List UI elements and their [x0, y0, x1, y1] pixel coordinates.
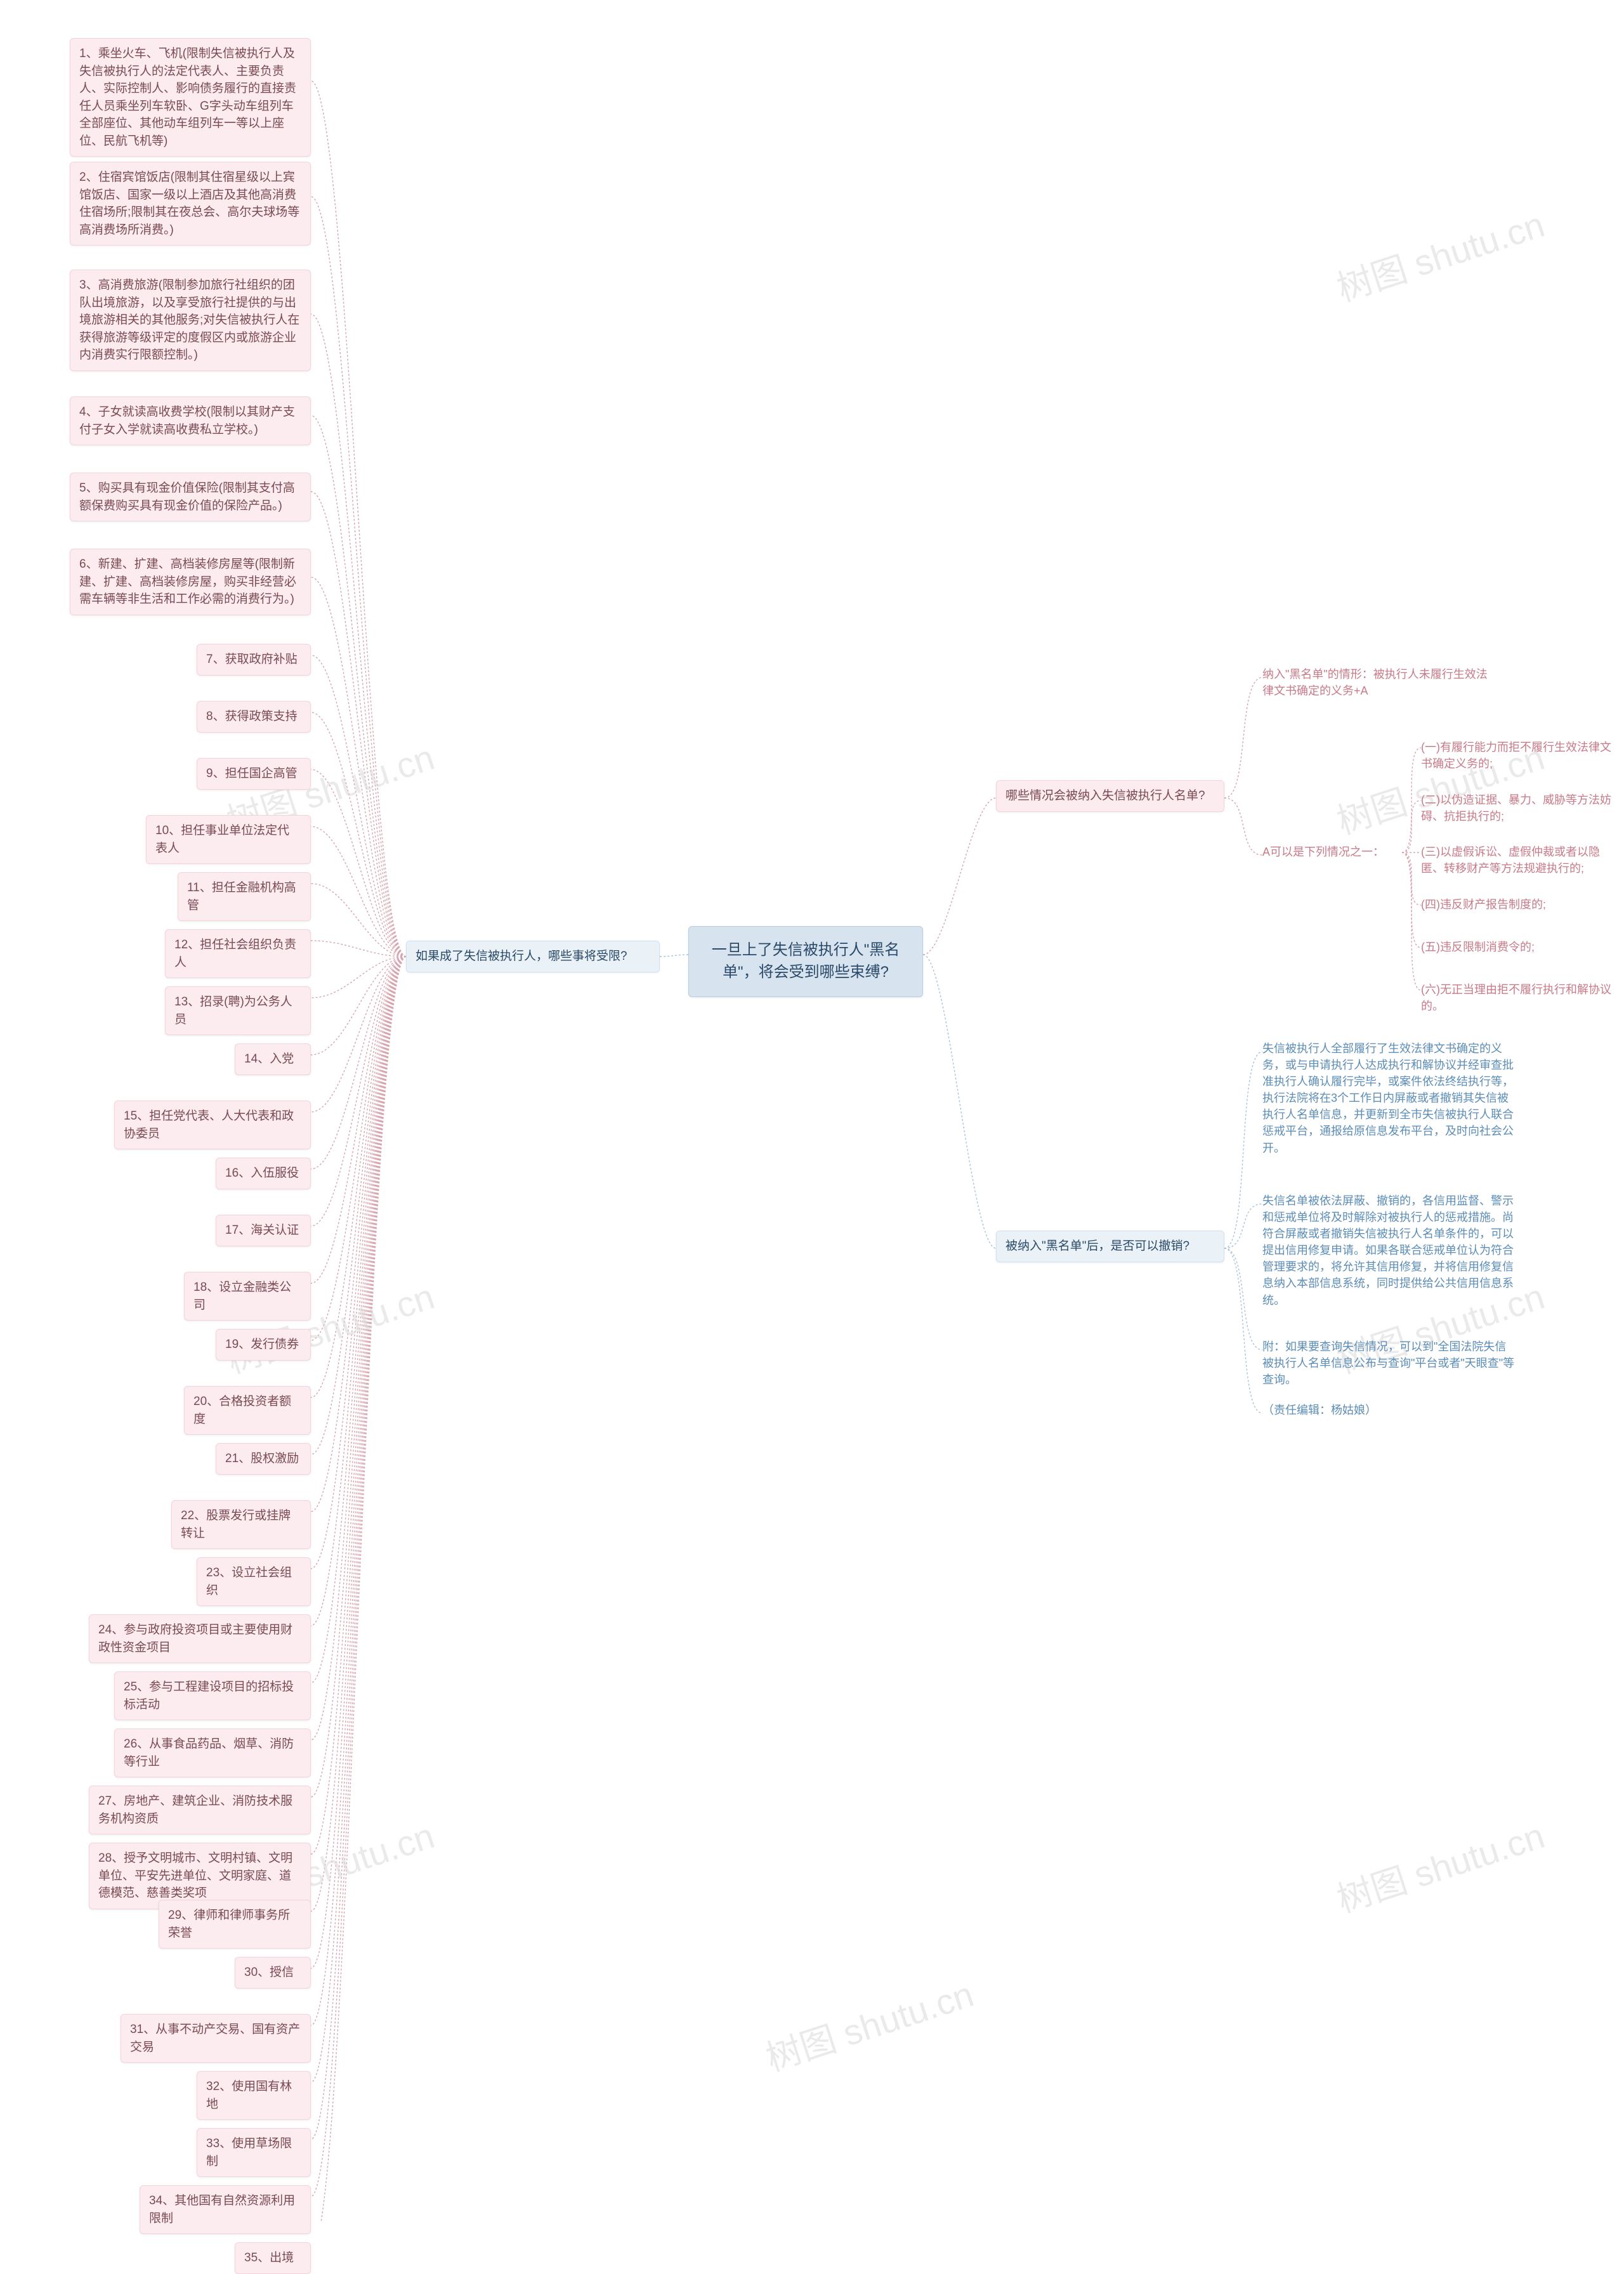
- r1-sub-2: (二)以伪造证据、暴力、威胁等方法妨碍、抗拒执行的;: [1421, 792, 1611, 825]
- left-item-35: 35、出境: [235, 2242, 311, 2274]
- left-item-10: 10、担任事业单位法定代表人: [146, 815, 311, 864]
- r2-child-4: （责任编辑：杨姑娘）: [1262, 1402, 1415, 1418]
- right-branch-2: 被纳入"黑名单"后，是否可以撤销?: [996, 1231, 1224, 1262]
- r1-sub-3: (三)以虚假诉讼、虚假仲裁或者以隐匿、转移财产等方法规避执行的;: [1421, 844, 1611, 877]
- left-item-16: 16、入伍服役: [216, 1158, 311, 1189]
- left-item-4: 4、子女就读高收费学校(限制以其财产支付子女入学就读高收费私立学校。): [70, 396, 311, 445]
- left-item-31: 31、从事不动产交易、国有资产交易: [121, 2014, 311, 2063]
- r1-sub-6: (六)无正当理由拒不履行执行和解协议的。: [1421, 981, 1618, 1014]
- center-node: 一旦上了失信被执行人"黑名单"，将会受到哪些束缚?: [688, 926, 923, 997]
- left-item-24: 24、参与政府投资项目或主要使用财政性资金项目: [89, 1614, 311, 1663]
- left-item-28: 28、授予文明城市、文明村镇、文明单位、平安先进单位、文明家庭、道德模范、慈善类…: [89, 1843, 311, 1909]
- left-item-17: 17、海关认证: [216, 1215, 311, 1246]
- right-branch-1: 哪些情况会被纳入失信被执行人名单?: [996, 780, 1224, 812]
- left-item-11: 11、担任金融机构高管: [178, 872, 311, 921]
- left-item-7: 7、获取政府补贴: [197, 644, 311, 676]
- left-item-22: 22、股票发行或挂牌转让: [171, 1500, 311, 1549]
- left-item-3: 3、高消费旅游(限制参加旅行社组织的团队出境旅游，以及享受旅行社提供的与出境旅游…: [70, 270, 311, 371]
- left-item-26: 26、从事食品药品、烟草、消防等行业: [114, 1728, 311, 1777]
- left-item-8: 8、获得政策支持: [197, 701, 311, 733]
- left-item-34: 34、其他国有自然资源利用限制: [140, 2185, 311, 2234]
- left-item-19: 19、发行债券: [216, 1329, 311, 1361]
- watermark: 树图 shutu.cn: [1330, 1808, 1550, 1923]
- left-item-29: 29、律师和律师事务所荣誉: [159, 1900, 311, 1949]
- left-item-32: 32、使用国有林地: [197, 2071, 311, 2120]
- left-branch: 如果成了失信被执行人，哪些事将受限?: [406, 941, 660, 972]
- left-item-18: 18、设立金融类公司: [184, 1272, 311, 1321]
- left-item-14: 14、入党: [235, 1043, 311, 1075]
- left-item-2: 2、住宿宾馆饭店(限制其住宿星级以上宾馆饭店、国家一级以上酒店及其他高消费住宿场…: [70, 162, 311, 245]
- left-item-23: 23、设立社会组织: [197, 1557, 311, 1606]
- left-item-13: 13、招录(聘)为公务人员: [165, 986, 311, 1035]
- left-item-9: 9、担任国企高管: [197, 758, 311, 790]
- left-item-6: 6、新建、扩建、高档装修房屋等(限制新建、扩建、高档装修房屋，购买非经营必需车辆…: [70, 549, 311, 615]
- r1-child-2: A可以是下列情况之一：: [1262, 844, 1402, 860]
- watermark: 树图 shutu.cn: [1330, 197, 1550, 312]
- r1-child-1: 纳入"黑名单"的情形：被执行人未履行生效法律文书确定的义务+A: [1262, 666, 1491, 699]
- left-item-20: 20、合格投资者额度: [184, 1386, 311, 1435]
- r1-sub-5: (五)违反限制消费令的;: [1421, 939, 1573, 955]
- left-item-15: 15、担任党代表、人大代表和政协委员: [114, 1101, 311, 1149]
- r2-child-1: 失信被执行人全部履行了生效法律文书确定的义务，或与申请执行人达成执行和解协议并经…: [1262, 1040, 1516, 1156]
- left-item-30: 30、授信: [235, 1957, 311, 1989]
- r2-child-2: 失信名单被依法屏蔽、撤销的，各信用监督、警示和惩戒单位将及时解除对被执行人的惩戒…: [1262, 1193, 1516, 1309]
- left-item-25: 25、参与工程建设项目的招标投标活动: [114, 1671, 311, 1720]
- left-item-21: 21、股权激励: [216, 1443, 311, 1475]
- left-item-33: 33、使用草场限制: [197, 2128, 311, 2177]
- r1-sub-4: (四)违反财产报告制度的;: [1421, 896, 1586, 913]
- watermark: 树图 shutu.cn: [759, 1966, 979, 2082]
- left-item-5: 5、购买具有现金价值保险(限制其支付高额保费购买具有现金价值的保险产品。): [70, 473, 311, 521]
- r1-sub-1: (一)有履行能力而拒不履行生效法律文书确定义务的;: [1421, 739, 1611, 772]
- left-item-12: 12、担任社会组织负责人: [165, 929, 311, 978]
- left-item-1: 1、乘坐火车、飞机(限制失信被执行人及失信被执行人的法定代表人、主要负责人、实际…: [70, 38, 311, 157]
- r2-child-3: 附：如果要查询失信情况，可以到"全国法院失信被执行人名单信息公布与查询"平台或者…: [1262, 1338, 1516, 1388]
- left-item-27: 27、房地产、建筑企业、消防技术服务机构资质: [89, 1786, 311, 1834]
